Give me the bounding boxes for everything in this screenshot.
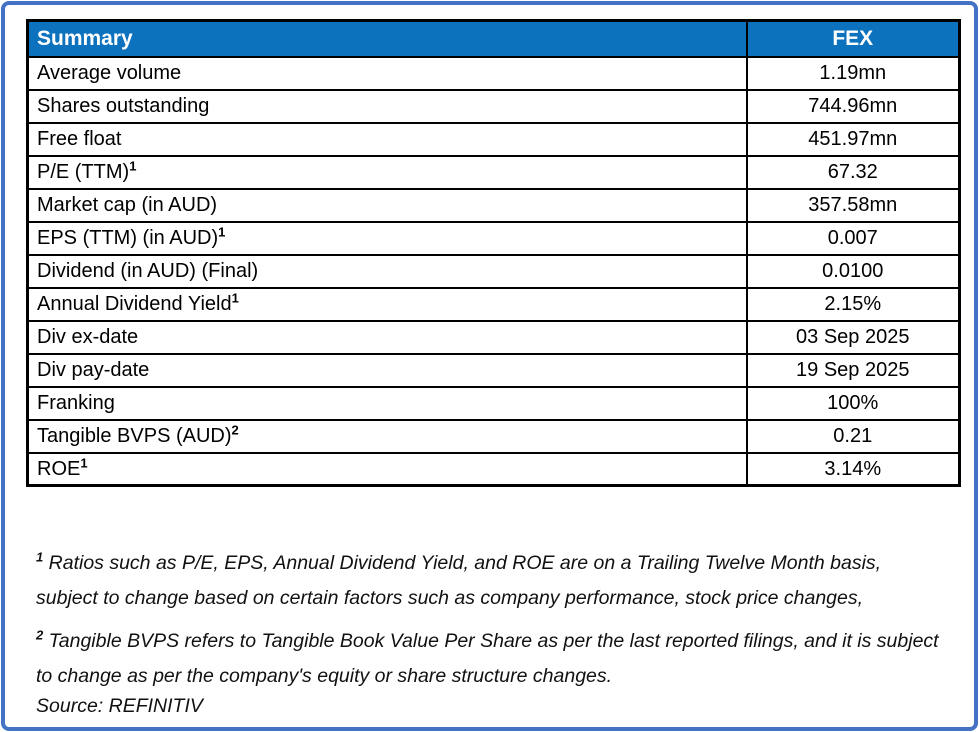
- metric-value: 744.96mn: [745, 88, 961, 124]
- table-row: Shares outstanding 744.96mn: [26, 88, 961, 124]
- metric-value: 1.19mn: [745, 55, 961, 91]
- metric-value: 0.21: [745, 418, 961, 454]
- table-row: Market cap (in AUD) 357.58mn: [26, 187, 961, 223]
- footnotes: 1 Ratios such as P/E, EPS, Annual Divide…: [36, 546, 948, 702]
- table-row: Average volume 1.19mn: [26, 55, 961, 91]
- footnote-ref: 1: [129, 158, 137, 174]
- footnote-marker: 1: [36, 549, 44, 565]
- metric-value: 100%: [745, 385, 961, 421]
- summary-table-body: Average volume 1.19mn Shares outstanding 74…: [26, 55, 961, 487]
- metric-label: Shares outstanding: [26, 88, 748, 124]
- metric-label: Tangible BVPS (AUD)2: [26, 418, 748, 454]
- table-row: Tangible BVPS (AUD)2 0.21: [26, 418, 961, 454]
- table-row: ROE1 3.14%: [26, 451, 961, 487]
- metric-value: 0.0100: [745, 253, 961, 289]
- metric-label: Franking: [26, 385, 748, 421]
- table-row: EPS (TTM) (in AUD)1 0.007: [26, 220, 961, 256]
- metric-label: Div pay-date: [26, 352, 748, 388]
- metric-value: 2.15%: [745, 286, 961, 322]
- footnote: 2 Tangible BVPS refers to Tangible Book …: [36, 627, 939, 688]
- table-header-row: Summary FEX: [26, 19, 961, 58]
- metric-label: Div ex-date: [26, 319, 748, 355]
- metric-label: Market cap (in AUD): [26, 187, 748, 223]
- metric-value: 3.14%: [745, 451, 961, 487]
- metric-label: P/E (TTM)1: [26, 154, 748, 190]
- table-row: Div ex-date 03 Sep 2025: [26, 319, 961, 355]
- metric-label: EPS (TTM) (in AUD)1: [26, 220, 748, 256]
- metric-value: 451.97mn: [745, 121, 961, 157]
- summary-table-head: Summary FEX: [26, 19, 961, 58]
- summary-table: Summary FEX Average volume 1.19mn Shares o…: [26, 19, 961, 487]
- metric-label: Average volume: [26, 55, 748, 91]
- table-row: Franking 100%: [26, 385, 961, 421]
- table-row: Dividend (in AUD) (Final) 0.0100: [26, 253, 961, 289]
- source-line: Source: REFINITIV: [36, 695, 203, 717]
- metric-value: 67.32: [745, 154, 961, 190]
- metric-label: Free float: [26, 121, 748, 157]
- metric-label: ROE1: [26, 451, 748, 487]
- metric-label: Annual Dividend Yield1: [26, 286, 748, 322]
- footnote-ref: 1: [80, 455, 88, 471]
- table-row: P/E (TTM)1 67.32: [26, 154, 961, 190]
- metric-value: 357.58mn: [745, 187, 961, 223]
- table-row: Div pay-date 19 Sep 2025: [26, 352, 961, 388]
- footnote-ref: 1: [231, 290, 239, 306]
- footnote-ref: 1: [218, 224, 226, 240]
- metric-label: Dividend (in AUD) (Final): [26, 253, 748, 289]
- footnote-marker: 2: [36, 627, 44, 643]
- table-row: Annual Dividend Yield1 2.15%: [26, 286, 961, 322]
- fex-header-cell: FEX: [745, 19, 961, 58]
- metric-value: 03 Sep 2025: [745, 319, 961, 355]
- footnote-ref: 2: [231, 422, 239, 438]
- table-row: Free float 451.97mn: [26, 121, 961, 157]
- footnote: 1 Ratios such as P/E, EPS, Annual Divide…: [36, 549, 882, 610]
- metric-value: 0.007: [745, 220, 961, 256]
- metric-value: 19 Sep 2025: [745, 352, 961, 388]
- summary-header-cell: Summary: [26, 19, 748, 58]
